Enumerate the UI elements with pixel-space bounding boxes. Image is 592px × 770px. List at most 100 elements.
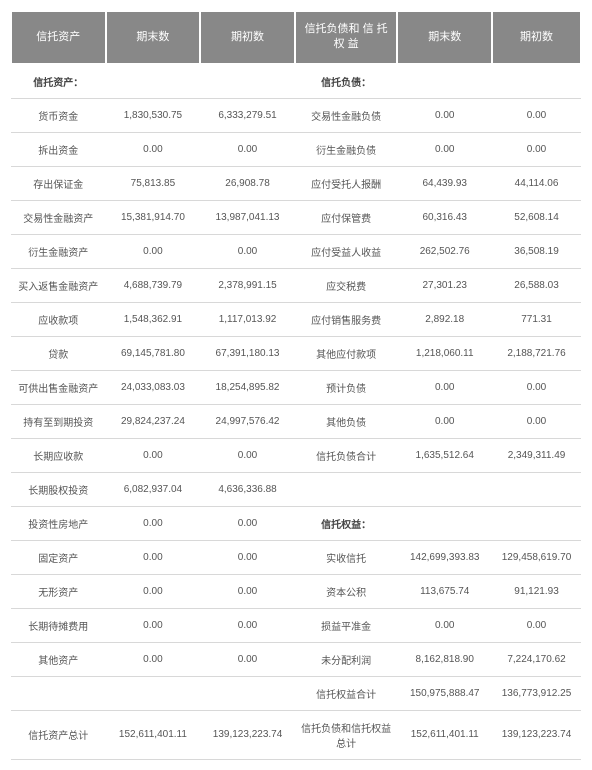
asset-name: 应收款项 xyxy=(11,302,106,336)
liab-beg: 2,188,721.76 xyxy=(492,336,581,370)
liab-end: 113,675.74 xyxy=(397,574,492,608)
liab-end: 1,218,060.11 xyxy=(397,336,492,370)
liab-end: 64,439.93 xyxy=(397,166,492,200)
liab-beg: 26,588.03 xyxy=(492,268,581,302)
asset-name: 可供出售金融资产 xyxy=(11,370,106,404)
table-row: 拆出资金0.000.00衍生金融负债0.000.00 xyxy=(11,132,581,166)
header-beg1: 期初数 xyxy=(200,11,295,64)
asset-end: 1,548,362.91 xyxy=(106,302,201,336)
asset-beg: 13,987,041.13 xyxy=(200,200,295,234)
liab-beg: 771.31 xyxy=(492,302,581,336)
liab-end: 150,975,888.47 xyxy=(397,676,492,710)
liab-end: 142,699,393.83 xyxy=(397,540,492,574)
liab-beg: 0.00 xyxy=(492,404,581,438)
liab-end xyxy=(397,506,492,540)
liab-beg: 44,114.06 xyxy=(492,166,581,200)
liab-end: 0.00 xyxy=(397,98,492,132)
table-row: 交易性金融资产15,381,914.7013,987,041.13应付保管费60… xyxy=(11,200,581,234)
asset-name: 买入返售金融资产 xyxy=(11,268,106,302)
liab-name: 应付受托人报酬 xyxy=(295,166,398,200)
table-row: 应收款项1,548,362.911,117,013.92应付销售服务费2,892… xyxy=(11,302,581,336)
table-row: 持有至到期投资29,824,237.2424,997,576.42其他负债0.0… xyxy=(11,404,581,438)
asset-end: 69,145,781.80 xyxy=(106,336,201,370)
asset-name: 信托资产总计 xyxy=(11,710,106,759)
asset-end: 0.00 xyxy=(106,234,201,268)
liab-beg: 0.00 xyxy=(492,370,581,404)
asset-name: 拆出资金 xyxy=(11,132,106,166)
header-row: 信托资产 期末数 期初数 信托负债和 信 托 权 益 期末数 期初数 xyxy=(11,11,581,64)
header-liab: 信托负债和 信 托 权 益 xyxy=(295,11,398,64)
asset-beg: 6,333,279.51 xyxy=(200,98,295,132)
asset-beg: 0.00 xyxy=(200,642,295,676)
liab-beg: 0.00 xyxy=(492,98,581,132)
asset-beg: 1,117,013.92 xyxy=(200,302,295,336)
asset-beg: 26,908.78 xyxy=(200,166,295,200)
asset-end: 0.00 xyxy=(106,574,201,608)
liab-end: 0.00 xyxy=(397,404,492,438)
table-row: 可供出售金融资产24,033,083.0318,254,895.82预计负债0.… xyxy=(11,370,581,404)
liab-name: 应付销售服务费 xyxy=(295,302,398,336)
asset-name: 持有至到期投资 xyxy=(11,404,106,438)
liab-beg: 136,773,912.25 xyxy=(492,676,581,710)
table-row: 信托权益合计150,975,888.47136,773,912.25 xyxy=(11,676,581,710)
asset-name: 信托资产： xyxy=(11,64,106,99)
liab-end: 0.00 xyxy=(397,370,492,404)
asset-beg: 24,997,576.42 xyxy=(200,404,295,438)
asset-name: 长期应收款 xyxy=(11,438,106,472)
liab-end xyxy=(397,472,492,506)
asset-name: 货币资金 xyxy=(11,98,106,132)
asset-name: 贷款 xyxy=(11,336,106,370)
table-row: 固定资产0.000.00实收信托142,699,393.83129,458,61… xyxy=(11,540,581,574)
table-row: 衍生金融资产0.000.00应付受益人收益262,502.7636,508.19 xyxy=(11,234,581,268)
asset-name xyxy=(11,676,106,710)
liab-beg: 7,224,170.62 xyxy=(492,642,581,676)
table-row: 信托资产： 信托负债： xyxy=(11,64,581,99)
asset-end: 0.00 xyxy=(106,506,201,540)
asset-end xyxy=(106,676,201,710)
asset-beg: 4,636,336.88 xyxy=(200,472,295,506)
asset-name: 长期待摊费用 xyxy=(11,608,106,642)
header-end2: 期末数 xyxy=(397,11,492,64)
liab-name: 资本公积 xyxy=(295,574,398,608)
liab-beg: 0.00 xyxy=(492,608,581,642)
liab-name: 其他应付款项 xyxy=(295,336,398,370)
asset-name: 存出保证金 xyxy=(11,166,106,200)
asset-end: 24,033,083.03 xyxy=(106,370,201,404)
liab-name: 实收信托 xyxy=(295,540,398,574)
asset-beg: 0.00 xyxy=(200,234,295,268)
asset-name: 无形资产 xyxy=(11,574,106,608)
liab-name: 损益平准金 xyxy=(295,608,398,642)
asset-end: 29,824,237.24 xyxy=(106,404,201,438)
table-row: 贷款69,145,781.8067,391,180.13其他应付款项1,218,… xyxy=(11,336,581,370)
liab-end: 8,162,818.90 xyxy=(397,642,492,676)
liab-beg xyxy=(492,64,581,99)
asset-name: 交易性金融资产 xyxy=(11,200,106,234)
liab-name: 信托负债和信托权益总计 xyxy=(295,710,398,759)
liab-name: 应付受益人收益 xyxy=(295,234,398,268)
liab-end: 60,316.43 xyxy=(397,200,492,234)
liab-beg: 91,121.93 xyxy=(492,574,581,608)
asset-name: 固定资产 xyxy=(11,540,106,574)
asset-beg: 2,378,991.15 xyxy=(200,268,295,302)
liab-name: 信托负债： xyxy=(295,64,398,99)
asset-beg: 0.00 xyxy=(200,540,295,574)
liab-end: 2,892.18 xyxy=(397,302,492,336)
asset-name: 衍生金融资产 xyxy=(11,234,106,268)
asset-end: 75,813.85 xyxy=(106,166,201,200)
header-asset: 信托资产 xyxy=(11,11,106,64)
asset-beg: 0.00 xyxy=(200,132,295,166)
liab-end: 27,301.23 xyxy=(397,268,492,302)
asset-end: 0.00 xyxy=(106,132,201,166)
liab-end xyxy=(397,64,492,99)
asset-end xyxy=(106,64,201,99)
liab-beg xyxy=(492,472,581,506)
liab-name: 其他负债 xyxy=(295,404,398,438)
table-row: 信托资产总计152,611,401.11139,123,223.74信托负债和信… xyxy=(11,710,581,759)
asset-end: 6,082,937.04 xyxy=(106,472,201,506)
asset-beg: 67,391,180.13 xyxy=(200,336,295,370)
liab-end: 262,502.76 xyxy=(397,234,492,268)
table-row: 长期应收款0.000.00信托负债合计1,635,512.642,349,311… xyxy=(11,438,581,472)
liab-name: 未分配利润 xyxy=(295,642,398,676)
table-row: 长期待摊费用0.000.00损益平准金0.000.00 xyxy=(11,608,581,642)
asset-end: 0.00 xyxy=(106,642,201,676)
